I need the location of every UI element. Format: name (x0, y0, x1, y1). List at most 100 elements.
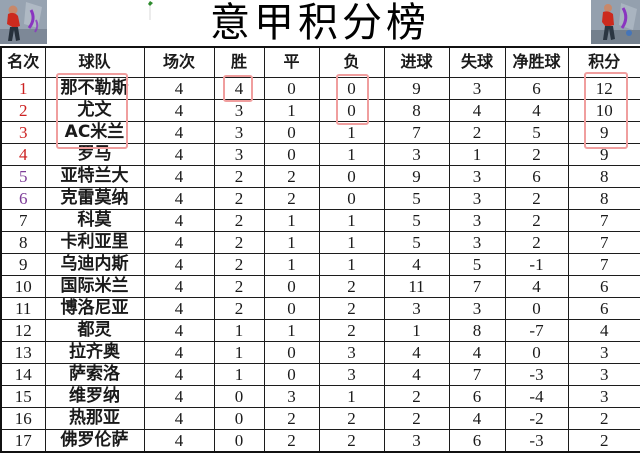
cell-stat: 4 (448, 99, 506, 122)
cell-stat: 8 (383, 99, 450, 122)
cell-stat: -3 (504, 429, 569, 453)
cell-stat: 2 (213, 297, 265, 320)
cell-stat: 5 (383, 187, 450, 210)
cell-stat: 3 (448, 231, 506, 254)
cell-stat: 3 (318, 341, 385, 364)
green-mark-artifact (146, 0, 156, 20)
cell-stat: 6 (567, 275, 640, 298)
page-title: 意甲积分榜 (210, 0, 430, 45)
cell-stat: 5 (504, 121, 569, 144)
cell-stat: 1 (448, 143, 506, 166)
cell-team: 卡利亚里 (44, 231, 145, 254)
cell-stat: 3 (448, 187, 506, 210)
cell-stat: 0 (263, 297, 320, 320)
cell-stat: 2 (213, 253, 265, 276)
cell-stat: 6 (448, 429, 506, 453)
cell-stat: 1 (213, 341, 265, 364)
cell-stat: 0 (504, 341, 569, 364)
column-header-7: 失球 (448, 46, 506, 78)
cell-stat: 3 (383, 297, 450, 320)
table-row: 13 拉齐奥 4 1 0 3 4 4 0 3 (0, 341, 640, 364)
cell-stat: 1 (263, 209, 320, 232)
cell-stat: 12 (567, 77, 640, 100)
cell-stat: 0 (318, 187, 385, 210)
cell-stat: 1 (263, 253, 320, 276)
cell-stat: 4 (143, 319, 215, 342)
table-row: 7 科莫 4 2 1 1 5 3 2 7 (0, 209, 640, 232)
cell-stat: 4 (448, 341, 506, 364)
cell-stat: 4 (143, 385, 215, 408)
cell-stat: -1 (504, 253, 569, 276)
cell-stat: 4 (143, 187, 215, 210)
cell-team: 博洛尼亚 (44, 297, 145, 320)
cell-stat: 0 (263, 77, 320, 100)
cell-stat: 4 (143, 407, 215, 430)
cell-stat: 6 (504, 77, 569, 100)
table-row: 16 热那亚 4 0 2 2 2 4 -2 2 (0, 407, 640, 430)
cell-stat: 9 (567, 121, 640, 144)
table-row: 11 博洛尼亚 4 2 0 2 3 3 0 6 (0, 297, 640, 320)
cell-stat: 7 (567, 209, 640, 232)
cell-stat: 7 (567, 231, 640, 254)
cell-team: 罗马 (44, 143, 145, 166)
cell-stat: 3 (213, 143, 265, 166)
cell-rank: 5 (0, 165, 46, 188)
table-row: 17 佛罗伦萨 4 0 2 2 3 6 -3 2 (0, 429, 640, 453)
cell-stat: 1 (318, 143, 385, 166)
cell-stat: 1 (263, 99, 320, 122)
cell-rank: 12 (0, 319, 46, 342)
cell-team: 那不勒斯 (44, 77, 145, 100)
cell-stat: 2 (263, 429, 320, 453)
cell-stat: 1 (213, 319, 265, 342)
cell-stat: 7 (448, 363, 506, 386)
cell-stat: 4 (143, 209, 215, 232)
cell-team: 热那亚 (44, 407, 145, 430)
cell-team: 维罗纳 (44, 385, 145, 408)
cell-stat: 3 (263, 385, 320, 408)
cell-stat: 4 (504, 275, 569, 298)
cell-stat: 1 (263, 319, 320, 342)
cell-stat: 7 (383, 121, 450, 144)
cell-rank: 10 (0, 275, 46, 298)
cell-stat: 2 (318, 429, 385, 453)
cell-stat: 4 (213, 77, 265, 100)
table-row: 5 亚特兰大 4 2 2 0 9 3 6 8 (0, 165, 640, 188)
cell-stat: 2 (504, 231, 569, 254)
cell-stat: 2 (504, 209, 569, 232)
cell-stat: 9 (383, 77, 450, 100)
cell-stat: 2 (383, 407, 450, 430)
cell-stat: 2 (263, 407, 320, 430)
cell-stat: -4 (504, 385, 569, 408)
cell-stat: 2 (504, 187, 569, 210)
cell-stat: 4 (143, 341, 215, 364)
cell-stat: 3 (448, 77, 506, 100)
cell-stat: 3 (318, 363, 385, 386)
cell-team: 拉齐奥 (44, 341, 145, 364)
cell-rank: 4 (0, 143, 46, 166)
cell-rank: 1 (0, 77, 46, 100)
cell-stat: 0 (213, 385, 265, 408)
column-header-6: 进球 (383, 46, 450, 78)
cell-stat: 4 (504, 99, 569, 122)
player-photo-right-icon (591, 0, 640, 44)
cell-stat: 0 (263, 121, 320, 144)
cell-stat: 4 (383, 341, 450, 364)
cell-team: 克雷莫纳 (44, 187, 145, 210)
cell-stat: 4 (143, 99, 215, 122)
cell-stat: 4 (143, 253, 215, 276)
table-row: 14 萨索洛 4 1 0 3 4 7 -3 3 (0, 363, 640, 386)
cell-stat: 8 (448, 319, 506, 342)
cell-stat: 3 (567, 363, 640, 386)
cell-stat: 2 (383, 385, 450, 408)
cell-stat: 3 (383, 429, 450, 453)
cell-stat: 2 (213, 209, 265, 232)
cell-team: 乌迪内斯 (44, 253, 145, 276)
column-header-8: 净胜球 (504, 46, 569, 78)
cell-team: 科莫 (44, 209, 145, 232)
cell-stat: 1 (213, 363, 265, 386)
cell-stat: 2 (318, 407, 385, 430)
table-row: 10 国际米兰 4 2 0 2 11 7 4 6 (0, 275, 640, 298)
cell-stat: 0 (263, 363, 320, 386)
cell-team: 亚特兰大 (44, 165, 145, 188)
cell-stat: 2 (567, 407, 640, 430)
